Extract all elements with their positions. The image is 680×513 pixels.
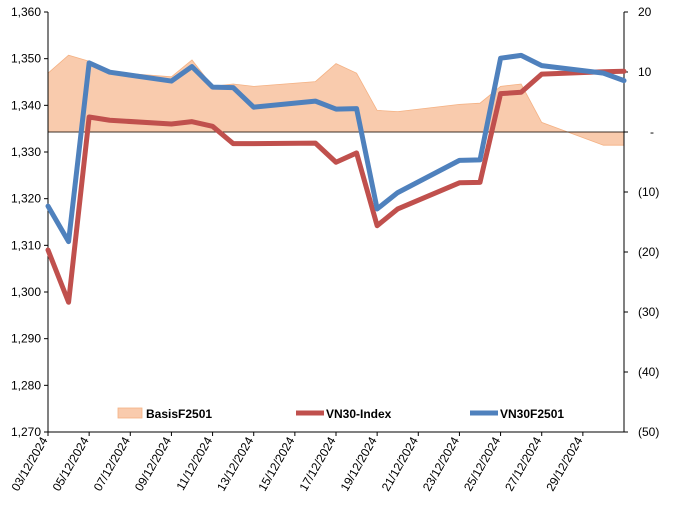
legend-label: VN30F2501 [500, 407, 564, 421]
x-tick-label: 17/12/2024 [296, 434, 338, 493]
right-tick-label: 20 [638, 5, 652, 19]
x-tick-label: 19/12/2024 [338, 434, 380, 493]
legend-label: BasisF2501 [146, 407, 212, 421]
left-tick-label: 1,280 [11, 378, 41, 392]
legend-swatch-area [117, 407, 143, 419]
x-tick-label: 09/12/2024 [132, 434, 174, 493]
x-tick-label: 29/12/2024 [543, 434, 585, 493]
left-tick-label: 1,300 [11, 285, 41, 299]
x-tick-label: 11/12/2024 [173, 434, 215, 493]
left-tick-label: 1,320 [11, 192, 41, 206]
left-tick-label: 1,350 [11, 52, 41, 66]
left-tick-label: 1,360 [11, 5, 41, 19]
right-tick-label: (10) [638, 185, 659, 199]
x-tick-label: 13/12/2024 [214, 434, 256, 493]
vn30f2501-line [45, 52, 627, 245]
x-tick-label: 03/12/2024 [8, 434, 50, 493]
legend: BasisF2501 VN30-Index VN30F2501 [117, 407, 564, 421]
right-tick-label: 10 [638, 65, 652, 79]
lines-layer [45, 52, 627, 305]
right-tick-label: (20) [638, 245, 659, 259]
x-tick-label: 27/12/2024 [502, 434, 544, 493]
left-tick-label: 1,270 [11, 425, 41, 439]
x-tick-label: 25/12/2024 [461, 434, 503, 493]
right-tick-label: (40) [638, 365, 659, 379]
right-tick-label: (50) [638, 425, 659, 439]
x-tick-label: 23/12/2024 [420, 434, 462, 493]
vn30-index-line [45, 68, 627, 305]
right-tick-label: (30) [638, 305, 659, 319]
left-tick-label: 1,310 [11, 238, 41, 252]
x-tick-label: 07/12/2024 [91, 434, 133, 493]
right-tick-label: - [650, 125, 654, 139]
x-tick-label: 15/12/2024 [255, 434, 297, 493]
left-tick-label: 1,340 [11, 98, 41, 112]
x-tick-label: 05/12/2024 [50, 434, 92, 493]
left-tick-label: 1,330 [11, 145, 41, 159]
x-tick-label: 21/12/2024 [379, 434, 421, 493]
legend-label: VN30-Index [326, 407, 392, 421]
left-tick-label: 1,290 [11, 332, 41, 346]
